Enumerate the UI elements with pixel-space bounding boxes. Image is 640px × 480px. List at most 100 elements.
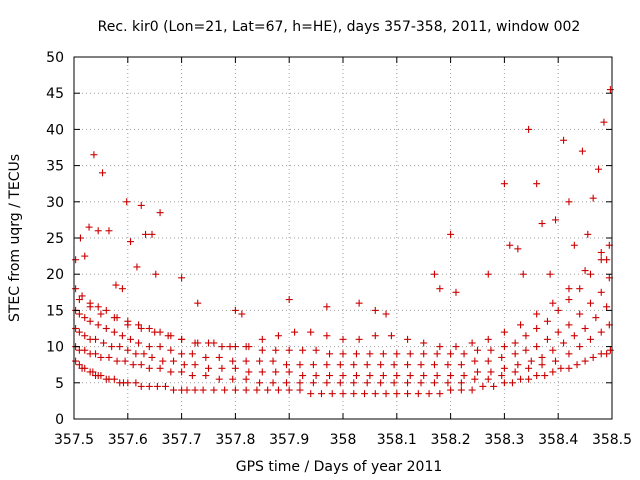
data-point xyxy=(229,357,237,365)
data-point xyxy=(457,379,465,387)
data-point xyxy=(525,375,533,383)
data-point xyxy=(242,386,250,394)
data-point xyxy=(468,386,476,394)
data-point xyxy=(417,361,425,369)
data-point xyxy=(269,357,277,365)
data-point xyxy=(167,368,175,376)
data-point xyxy=(97,372,105,380)
data-point xyxy=(606,86,614,94)
data-point xyxy=(296,379,304,387)
data-point xyxy=(508,379,516,387)
data-point xyxy=(581,357,589,365)
data-point xyxy=(514,361,522,369)
data-point xyxy=(581,325,589,332)
data-point xyxy=(285,296,293,304)
data-point xyxy=(447,230,455,238)
data-point xyxy=(589,353,597,361)
data-point xyxy=(350,379,358,387)
data-point xyxy=(317,390,325,398)
data-point xyxy=(436,343,444,351)
data-point xyxy=(484,335,492,343)
data-point xyxy=(573,361,581,369)
data-point xyxy=(420,339,428,347)
data-point xyxy=(178,335,186,343)
data-point xyxy=(597,288,605,296)
data-point xyxy=(178,350,186,358)
data-point xyxy=(97,310,105,318)
data-point xyxy=(231,306,239,314)
data-point xyxy=(420,350,428,358)
data-point xyxy=(471,357,479,365)
data-point xyxy=(552,357,560,365)
y-tick-label: 0 xyxy=(55,412,64,428)
data-point xyxy=(554,306,562,314)
x-tick-label: 358.4 xyxy=(538,432,578,448)
data-point xyxy=(484,270,492,278)
chart-title: Rec. kir0 (Lon=21, Lat=67, h=HE), days 3… xyxy=(98,19,581,35)
data-point xyxy=(541,372,549,380)
data-point xyxy=(498,372,506,380)
data-point xyxy=(379,372,387,380)
data-point xyxy=(97,353,105,361)
data-point xyxy=(581,267,589,275)
data-point xyxy=(105,353,113,361)
data-point xyxy=(336,379,344,387)
data-point xyxy=(89,368,97,376)
data-point xyxy=(430,270,438,278)
data-point xyxy=(479,382,487,390)
x-tick-label: 357.5 xyxy=(54,432,94,448)
data-point xyxy=(132,379,140,387)
data-point xyxy=(404,335,412,343)
data-point xyxy=(291,328,299,336)
data-point xyxy=(586,270,594,278)
data-point xyxy=(597,248,605,256)
data-point xyxy=(110,375,118,383)
data-point xyxy=(272,346,280,354)
x-tick-label: 357.8 xyxy=(215,432,255,448)
data-point xyxy=(285,368,293,376)
data-point xyxy=(543,335,551,343)
data-point xyxy=(118,285,126,293)
data-point xyxy=(210,339,218,347)
data-point xyxy=(460,372,468,380)
data-point xyxy=(307,328,315,336)
data-point xyxy=(595,165,603,173)
data-point xyxy=(100,339,108,347)
data-point xyxy=(299,372,307,380)
data-point xyxy=(283,379,291,387)
data-point xyxy=(538,353,546,361)
data-point xyxy=(350,390,358,398)
y-tick-label: 35 xyxy=(46,159,64,175)
data-point xyxy=(371,390,379,398)
y-tick-label: 30 xyxy=(46,195,64,211)
data-point xyxy=(178,274,186,282)
data-point xyxy=(285,346,293,354)
data-point xyxy=(242,357,250,365)
data-point xyxy=(126,238,134,246)
data-point xyxy=(256,379,264,387)
data-point xyxy=(309,361,317,369)
data-point xyxy=(474,346,481,354)
x-tick-labels: 357.5 357.6 357.7 357.8 357.9 358 358.1 358.2 35… xyxy=(54,432,632,448)
data-point xyxy=(511,350,519,358)
data-point xyxy=(167,346,175,354)
data-point xyxy=(420,372,428,380)
data-point xyxy=(457,361,465,369)
data-point xyxy=(132,350,140,358)
data-point xyxy=(517,321,525,329)
data-point xyxy=(339,372,347,380)
data-point xyxy=(191,361,199,369)
data-point xyxy=(238,310,246,318)
data-point xyxy=(603,350,611,358)
data-point xyxy=(589,194,597,202)
data-point xyxy=(145,382,153,390)
data-point xyxy=(170,386,178,394)
data-point xyxy=(194,339,202,347)
data-point xyxy=(565,350,573,358)
data-point xyxy=(379,350,387,358)
x-tick-label: 358 xyxy=(330,432,357,448)
data-point xyxy=(151,328,159,336)
data-point xyxy=(226,343,234,351)
axis-ticks xyxy=(73,56,613,420)
data-point xyxy=(272,368,280,376)
